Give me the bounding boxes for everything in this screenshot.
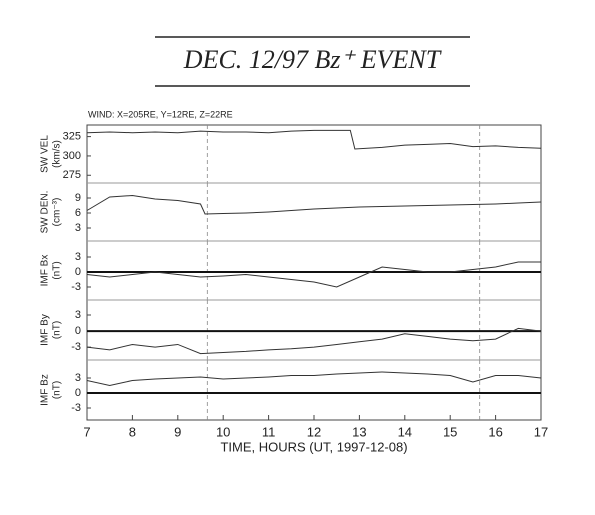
y-tick-label: 0 <box>75 387 81 399</box>
data-line <box>86 129 542 150</box>
y-tick-label: 0 <box>75 266 81 278</box>
data-line <box>86 371 542 387</box>
y-axis-label: (nT) <box>52 381 63 399</box>
x-tick-label: 15 <box>443 424 457 439</box>
y-axis-label: (nT) <box>52 321 63 339</box>
y-tick-label: 3 <box>75 309 81 321</box>
x-tick-label: 14 <box>398 424 412 439</box>
x-tick-label: 10 <box>216 424 230 439</box>
x-tick-label: 8 <box>129 424 136 439</box>
y-tick-label: 3 <box>75 222 81 234</box>
y-axis-label: SW VEL <box>40 135 51 173</box>
x-axis-label: TIME, HOURS (UT, 1997-12-08) <box>220 439 407 454</box>
y-tick-label: 6 <box>75 207 81 219</box>
y-tick-label: 325 <box>63 131 81 143</box>
y-tick-label: 0 <box>75 325 81 337</box>
x-tick-label: 17 <box>534 424 548 439</box>
y-tick-label: 300 <box>63 150 81 162</box>
y-tick-label: 3 <box>75 372 81 384</box>
x-tick-label: 9 <box>174 424 181 439</box>
data-line <box>86 327 542 355</box>
data-line <box>86 261 541 288</box>
chart-subtitle: WIND: X=205RE, Y=12RE, Z=22RE <box>88 109 233 119</box>
x-tick-label: 7 <box>83 424 90 439</box>
y-tick-label: 3 <box>75 251 81 263</box>
y-axis-label: IMF Bx <box>40 255 51 287</box>
x-tick-label: 13 <box>352 424 366 439</box>
y-axis-label: SW DEN. <box>40 191 51 234</box>
y-axis-label: IMF By <box>40 314 51 346</box>
chart-title: DEC. 12/97 Bz⁺ EVENT <box>183 45 442 74</box>
x-tick-label: 11 <box>262 424 276 439</box>
x-tick-label: 16 <box>488 424 502 439</box>
y-tick-label: -3 <box>71 402 81 414</box>
y-axis-label: (nT) <box>52 261 63 279</box>
y-axis-label: (cm⁻³) <box>52 198 63 227</box>
data-line <box>86 194 542 215</box>
y-axis-label: IMF Bz <box>40 374 51 406</box>
y-tick-label: 9 <box>75 192 81 204</box>
y-tick-label: -3 <box>71 341 81 353</box>
y-axis-label: (km/s) <box>52 140 63 168</box>
x-tick-label: 12 <box>307 424 321 439</box>
y-tick-label: -3 <box>71 281 81 293</box>
y-tick-label: 275 <box>63 169 81 181</box>
